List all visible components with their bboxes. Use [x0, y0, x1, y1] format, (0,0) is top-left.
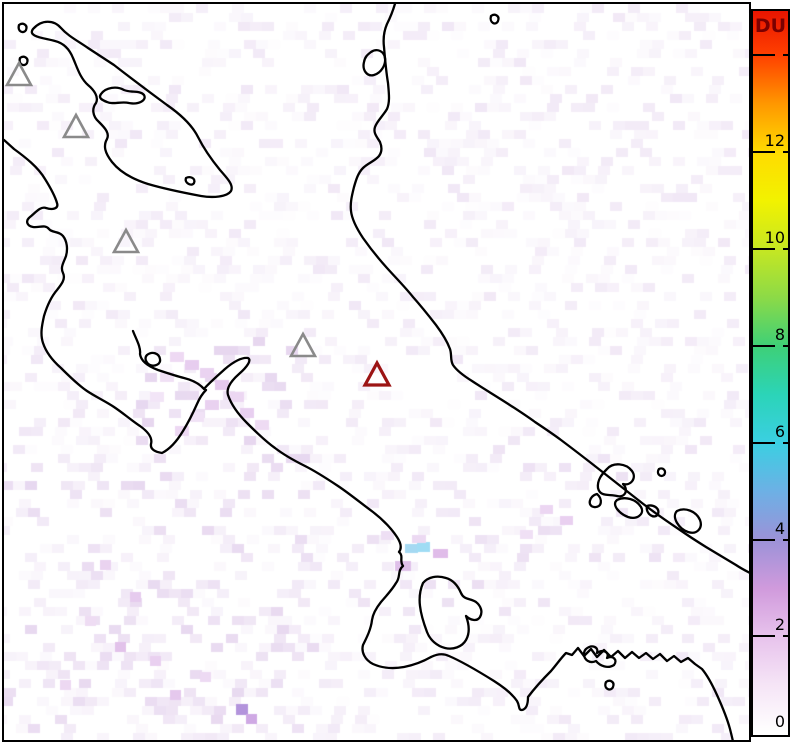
coastline-and-volcano-layer: [4, 4, 749, 740]
colorbar-tick-line: [753, 635, 788, 637]
tick-segment: [753, 151, 775, 153]
coastline: [673, 508, 702, 534]
coastline: [144, 351, 162, 367]
volcano-marker: [111, 227, 141, 254]
volcano-marker-active: [362, 359, 392, 387]
colorbar-tick-label: 0: [774, 712, 785, 731]
coastline: [645, 504, 660, 518]
coastline: [4, 138, 208, 455]
tick-segment: [783, 539, 788, 541]
tick-segment: [753, 539, 775, 541]
coastline: [418, 575, 483, 650]
tick-segment: [783, 635, 788, 637]
volcano-marker: [61, 112, 91, 139]
colorbar-tick-line: [753, 539, 788, 541]
tick-segment: [783, 54, 788, 56]
tick-segment: [783, 248, 788, 250]
coastline: [184, 176, 196, 186]
coastline: [30, 20, 233, 199]
map-area: [2, 2, 751, 742]
tick-segment: [753, 345, 775, 347]
tick-segment: [753, 54, 775, 56]
coastline: [596, 463, 635, 498]
colorbar-tick-line: [753, 248, 788, 250]
tick-segment: [753, 635, 775, 637]
coastline: [656, 467, 667, 478]
colorbar-tick-line: [753, 442, 788, 444]
coastline: [489, 13, 500, 25]
so2-column-pixel-layer: [4, 4, 749, 740]
coastline: [582, 645, 617, 668]
coastline: [588, 492, 602, 509]
colorbar-tick-label: 10: [764, 228, 785, 247]
coastline: [613, 497, 644, 519]
colorbar-gradient: [753, 11, 788, 735]
tick-segment: [783, 345, 788, 347]
colorbar-tick-label: 2: [774, 615, 785, 634]
coastline: [98, 86, 146, 105]
coastline: [429, 646, 734, 740]
colorbar-tick-line: [753, 151, 788, 153]
coastline: [349, 4, 749, 574]
tick-segment: [753, 442, 775, 444]
coastline: [604, 679, 615, 691]
volcano-marker: [4, 60, 34, 87]
coastline: [362, 49, 387, 77]
tick-segment: [783, 151, 788, 153]
coastline: [17, 22, 28, 34]
coastline: [131, 329, 433, 670]
volcano-marker: [288, 331, 318, 358]
tick-segment: [783, 442, 788, 444]
colorbar-tick-label: 8: [774, 325, 785, 344]
colorbar: DU 12 10 8 6 4 2 0: [751, 9, 790, 737]
colorbar-unit-label: DU: [754, 15, 787, 37]
colorbar-tick-line: [753, 54, 788, 56]
colorbar-tick-label: 12: [764, 131, 785, 150]
colorbar-tick-line: [753, 345, 788, 347]
colorbar-tick-label: 6: [774, 422, 785, 441]
tick-segment: [753, 248, 775, 250]
colorbar-tick-label: 4: [774, 519, 785, 538]
